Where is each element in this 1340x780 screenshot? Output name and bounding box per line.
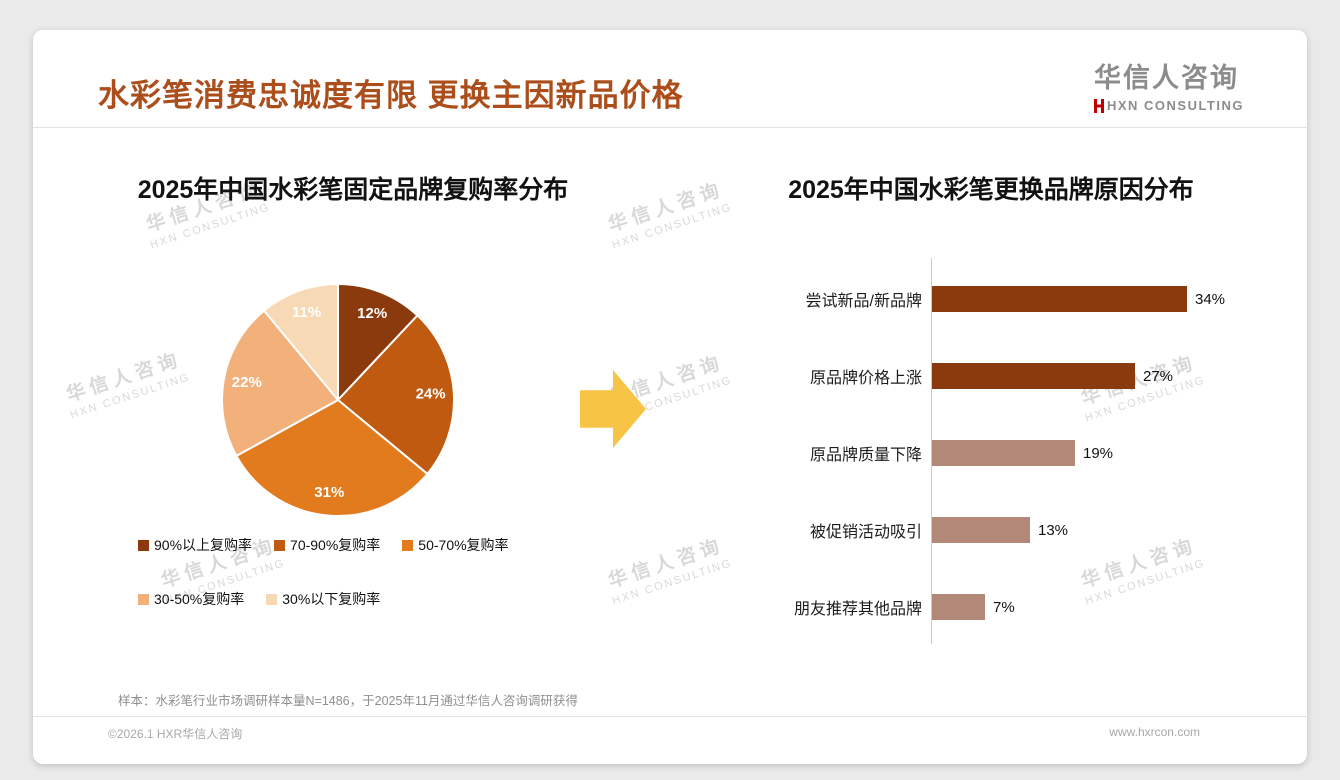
- pie-slice-value-label: 31%: [314, 484, 344, 501]
- slide-card: 华信人咨询 HXN CONSULTING 华信人咨询 HXN CONSULTIN…: [33, 30, 1307, 764]
- legend-item: 90%以上复购率: [138, 535, 252, 555]
- bar-row: 原品牌价格上涨 27%: [736, 363, 1281, 389]
- pie-slice: [235, 399, 429, 517]
- pie-chart: 12% 24% 31% 22% 11%: [221, 283, 455, 517]
- watermark-text-en: HXN CONSULTING: [68, 371, 192, 422]
- bar-chart-title: 2025年中国水彩笔更换品牌原因分布: [788, 176, 1194, 204]
- watermark-text-en: HXN CONSULTING: [148, 201, 272, 252]
- bar-category-label: 被促销活动吸引: [809, 524, 922, 541]
- copyright-text: ©2026.1 HXR华信人咨询: [108, 727, 243, 741]
- legend-item: 50-70%复购率: [402, 535, 509, 555]
- bar-row: 朋友推荐其他品牌 7%: [736, 594, 1281, 620]
- bar-category-label: 朋友推荐其他品牌: [793, 601, 922, 618]
- legend-item: 70-90%复购率: [274, 535, 380, 555]
- logo-text-cn: 华信人咨询: [1093, 63, 1239, 93]
- legend-label: 70-90%复购率: [290, 537, 381, 553]
- watermark-text-cn: 华信人咨询: [63, 349, 185, 407]
- legend-label: 30%以下复购率: [282, 591, 381, 607]
- bar-value-label: 27%: [1143, 367, 1174, 385]
- bar-chart: 尝试新品/新品牌 34% 原品牌价格上涨 27% 原品牌质量下降 19% 被促销活动吸引 13…: [736, 286, 1281, 671]
- sample-note: 样本：水彩笔行业市场调研样本量N=1486，于2025年11月通过华信人咨询调研…: [118, 694, 578, 708]
- watermark: 华信人咨询 HXN CONSULTING: [60, 344, 192, 422]
- bar: [932, 286, 1187, 312]
- pie-slice: [337, 314, 455, 475]
- bar-row: 被促销活动吸引 13%: [736, 517, 1281, 543]
- pie-slice-value-label: 22%: [232, 374, 262, 391]
- legend-swatch: [402, 539, 414, 551]
- legend-label: 30-50%复购率: [154, 591, 245, 607]
- watermark-text-en: HXN CONSULTING: [610, 201, 734, 252]
- company-logo: 华信人咨询 HXN CONSULTING: [1093, 56, 1244, 113]
- bar-row: 尝试新品/新品牌 34%: [736, 286, 1281, 312]
- legend-label: 90%以上复购率: [154, 537, 253, 553]
- bar: [932, 594, 985, 620]
- bar-value-label: 19%: [1083, 444, 1114, 462]
- pie-slice: [337, 283, 419, 401]
- bar-value-label: 13%: [1038, 521, 1069, 539]
- bar: [932, 440, 1075, 466]
- bar-value-label: 7%: [993, 598, 1015, 616]
- legend-swatch: [138, 539, 149, 551]
- legend-swatch: [266, 593, 278, 605]
- right-arrow-icon: [580, 370, 646, 448]
- legend-swatch: [274, 539, 286, 551]
- watermark: 华信人咨询 HXN CONSULTING: [602, 174, 734, 252]
- pie-slice-value-label: 12%: [357, 305, 387, 322]
- watermark-text-en: HXN CONSULTING: [610, 557, 734, 608]
- bar-category-label: 尝试新品/新品牌: [805, 293, 922, 310]
- watermark: 华信人咨询 HXN CONSULTING: [602, 530, 734, 608]
- logo-text-en: HXN CONSULTING: [1106, 98, 1244, 113]
- bar-chart-axis-line: [931, 258, 932, 644]
- footer-divider: [33, 716, 1307, 717]
- website-url: www.hxrcon.com: [1109, 725, 1200, 739]
- pie-slice: [221, 309, 339, 457]
- pie-slice-value-label: 24%: [416, 386, 446, 403]
- bar-category-label: 原品牌价格上涨: [809, 370, 922, 387]
- legend-swatch: [138, 593, 149, 605]
- pie-legend: 90%以上复购率 70-90%复购率 50-70%复购率 30-50%复购率 30%以下…: [138, 535, 568, 609]
- watermark-text-cn: 华信人咨询: [605, 179, 727, 237]
- pie-chart-title: 2025年中国水彩笔固定品牌复购率分布: [137, 176, 569, 204]
- bar: [932, 363, 1135, 389]
- legend-item: 30-50%复购率: [138, 589, 244, 609]
- pie-slice-value-label: 11%: [292, 304, 321, 321]
- watermark-text-cn: 华信人咨询: [605, 535, 727, 593]
- bar-value-label: 34%: [1195, 290, 1226, 308]
- page-title: 水彩笔消费忠诚度有限 更换主因新品价格: [98, 78, 684, 113]
- legend-item: 30%以下复购率: [266, 589, 380, 609]
- bar-category-label: 原品牌质量下降: [809, 447, 922, 464]
- legend-label: 50-70%复购率: [418, 537, 509, 553]
- header-divider: [33, 127, 1307, 128]
- logo-text-en-row: HXN CONSULTING: [1093, 98, 1244, 113]
- bar: [932, 517, 1030, 543]
- bar-row: 原品牌质量下降 19%: [736, 440, 1281, 466]
- logo-h-mark-icon: [1093, 98, 1104, 113]
- pie-slice: [263, 283, 339, 401]
